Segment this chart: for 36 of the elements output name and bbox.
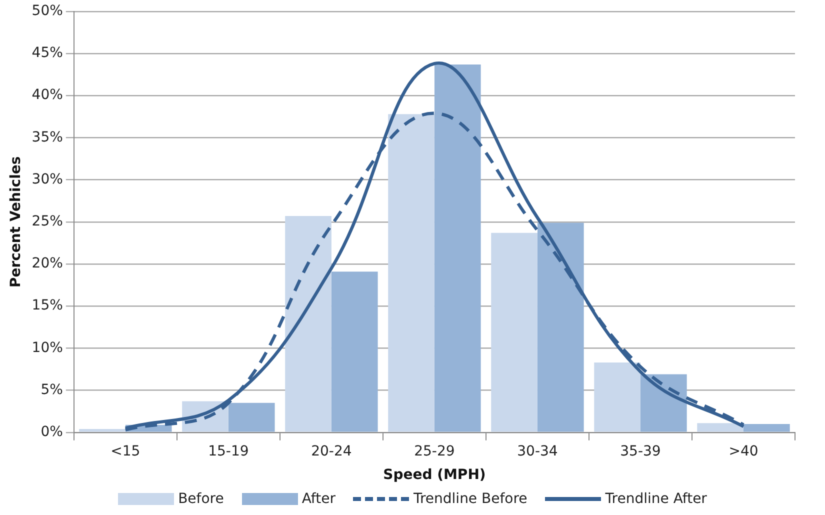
- x-tick-label: 15-19: [208, 443, 249, 460]
- legend-label: After: [302, 491, 336, 507]
- y-tick-label: 15%: [32, 298, 63, 314]
- x-tick-label: <15: [110, 443, 140, 460]
- bar: [434, 64, 481, 432]
- bar: [697, 423, 744, 432]
- bar: [388, 114, 434, 432]
- x-tick-label: 20-24: [311, 443, 352, 460]
- y-tick-label: 40%: [32, 87, 63, 104]
- legend-label: Before: [178, 491, 224, 507]
- bar: [743, 424, 790, 432]
- y-tick-label: 10%: [32, 340, 63, 356]
- x-tick-label: 35-39: [620, 443, 661, 460]
- x-axis-title: Speed (MPH): [383, 467, 486, 484]
- x-tick-label: 25-29: [414, 443, 455, 460]
- y-tick-label: 25%: [32, 214, 63, 230]
- bar: [640, 374, 687, 432]
- y-axis-title: Percent Vehicles: [8, 156, 24, 288]
- bar: [79, 429, 126, 432]
- x-tick-label: >40: [728, 443, 758, 460]
- legend-label: Trendline Before: [413, 491, 528, 507]
- bar: [331, 272, 378, 432]
- bar: [491, 232, 538, 432]
- y-tick-label: 30%: [32, 171, 63, 188]
- x-tick-label: 30-34: [517, 443, 558, 460]
- bar: [285, 216, 332, 432]
- legend-label: Trendline After: [605, 491, 707, 507]
- y-tick-label: 45%: [32, 45, 63, 62]
- bar: [228, 402, 275, 432]
- y-tick-label: 35%: [32, 129, 63, 146]
- y-tick-label: 20%: [32, 256, 63, 272]
- y-tick-label: 0%: [40, 424, 63, 440]
- bar: [537, 222, 584, 432]
- bar: [594, 362, 640, 432]
- y-tick-label: 50%: [32, 3, 63, 20]
- y-tick-label: 5%: [40, 382, 63, 398]
